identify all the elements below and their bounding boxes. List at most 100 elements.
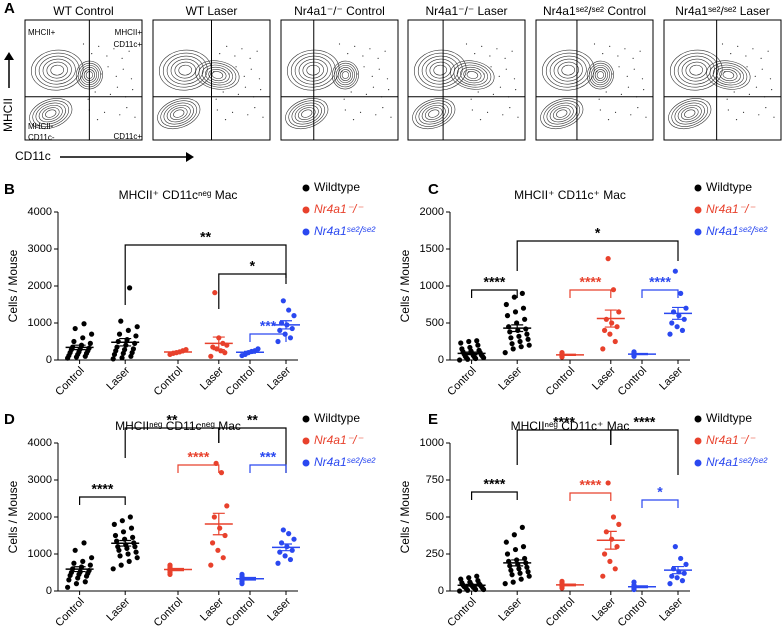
x-tick-label: Laser	[104, 595, 132, 623]
significance-bracket	[249, 333, 287, 342]
data-point	[605, 480, 611, 486]
legend-label: Nr4a1⁻/⁻	[706, 433, 756, 447]
contour	[35, 102, 66, 125]
event-dot	[234, 55, 236, 57]
data-point	[559, 578, 565, 584]
contour	[677, 104, 702, 123]
event-dot	[617, 55, 619, 57]
significance-label: ****	[580, 477, 602, 493]
event-dot	[496, 48, 498, 50]
significance-bracket	[516, 240, 679, 271]
contour	[680, 107, 699, 120]
data-point	[502, 581, 508, 587]
data-point	[601, 327, 608, 333]
x-tick-label: Laser	[496, 364, 524, 392]
event-dot	[231, 111, 234, 113]
event-dot	[630, 114, 632, 116]
x-tick-label: Control	[224, 596, 258, 627]
x-tick-label: Control	[616, 365, 650, 399]
data-point	[466, 338, 472, 345]
significance-label: *	[657, 484, 663, 500]
data-point	[669, 320, 675, 326]
sem-bar	[465, 351, 478, 356]
event-dot	[256, 50, 258, 52]
x-tick-label: Laser	[590, 364, 618, 392]
contour	[42, 58, 72, 82]
y-axis-label: Cells / Mouse	[398, 480, 412, 553]
significance-label: *	[250, 258, 256, 274]
contour	[301, 109, 313, 118]
significance-bracket	[569, 492, 612, 501]
significance-label: *	[595, 225, 601, 241]
data-point	[503, 539, 509, 545]
y-axis-label: Cells / Mouse	[6, 249, 20, 322]
sem-bar	[119, 539, 132, 547]
event-dot	[746, 66, 748, 68]
panel-label: E	[428, 411, 438, 428]
x-tick-label: Control	[53, 365, 87, 399]
data-point	[134, 324, 140, 330]
significance-bracket	[610, 429, 679, 475]
data-point	[118, 562, 124, 568]
plot-frame	[280, 19, 399, 141]
data-point	[601, 551, 608, 557]
x-tick-label: Laser	[198, 595, 226, 623]
data-point	[130, 534, 136, 540]
event-dot	[369, 48, 371, 50]
legend-marker	[302, 184, 310, 192]
event-dot	[511, 50, 513, 52]
y-tick-label: 1000	[420, 280, 444, 292]
contour	[38, 55, 76, 85]
contour	[586, 60, 614, 90]
contour	[706, 60, 751, 90]
event-dot	[470, 98, 472, 100]
event-dot	[260, 89, 262, 91]
event-dot	[375, 114, 377, 116]
sem-bar	[212, 336, 225, 351]
contour	[425, 58, 455, 82]
x-tick-label: Control	[152, 365, 186, 399]
contour	[166, 55, 204, 85]
significance-label: ****	[580, 274, 602, 290]
event-dot	[91, 53, 93, 55]
contour	[668, 98, 712, 130]
event-dot	[96, 119, 99, 121]
event-dot	[739, 73, 741, 75]
event-dot	[371, 75, 373, 77]
data-point	[612, 566, 618, 572]
data-point	[516, 566, 522, 572]
contour	[433, 64, 448, 76]
contour	[290, 52, 336, 88]
event-dot	[359, 111, 362, 113]
event-dot	[468, 71, 470, 73]
event-dot	[377, 57, 379, 60]
significance-label: ***	[260, 318, 277, 334]
event-dot	[247, 114, 249, 116]
event-dot	[249, 57, 251, 60]
data-point	[89, 555, 95, 561]
panel-label: D	[4, 411, 15, 428]
contour	[421, 55, 459, 85]
data-point	[679, 578, 686, 584]
event-dot	[113, 48, 115, 50]
data-point	[120, 529, 127, 535]
legend-label: Nr4a1ˢᵉ²/ˢᵉ²	[706, 455, 768, 469]
data-point	[212, 290, 218, 296]
legend-label: Nr4a1⁻/⁻	[706, 202, 756, 216]
event-dot	[128, 50, 130, 52]
event-dot	[618, 66, 620, 68]
quadrant-label: MHCII+	[28, 28, 56, 37]
data-point	[209, 540, 216, 546]
event-dot	[505, 68, 507, 70]
data-point	[466, 575, 472, 581]
event-dot	[341, 71, 343, 73]
event-dot	[632, 57, 634, 60]
data-point	[607, 331, 613, 337]
legend-marker	[302, 206, 310, 214]
event-dot	[130, 78, 133, 80]
data-point	[467, 579, 473, 585]
data-point	[222, 532, 228, 539]
event-dot	[499, 86, 502, 88]
legend-label: Nr4a1⁻/⁻	[314, 202, 364, 216]
contour	[174, 61, 196, 79]
